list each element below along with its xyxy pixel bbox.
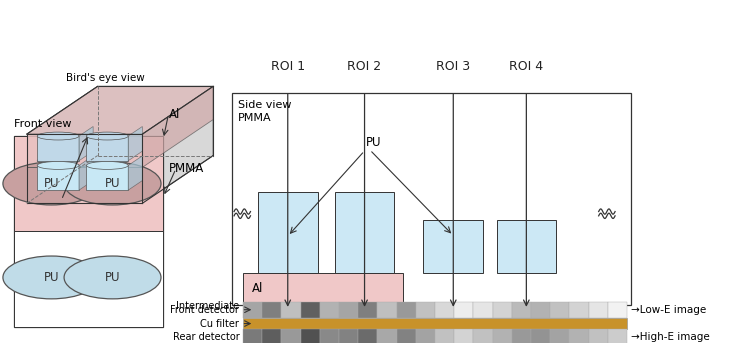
Bar (14, 136, 164, 231)
Bar (258, 192, 317, 272)
Polygon shape (79, 156, 93, 190)
Text: PMMA: PMMA (169, 162, 204, 175)
Ellipse shape (87, 162, 128, 169)
Bar (474, 302, 492, 318)
Bar (551, 330, 569, 343)
Text: PU: PU (105, 271, 120, 284)
Ellipse shape (87, 132, 128, 140)
Text: Side view: Side view (238, 99, 291, 109)
Bar (335, 192, 394, 272)
Bar (435, 302, 454, 318)
Text: ROI 1: ROI 1 (270, 60, 305, 73)
Bar (474, 330, 492, 343)
Text: Bird's eye view: Bird's eye view (66, 73, 145, 83)
Bar (531, 302, 551, 318)
Bar (37, 165, 79, 190)
Bar (359, 302, 377, 318)
Ellipse shape (37, 186, 79, 194)
Text: Al: Al (252, 283, 264, 295)
Bar (377, 330, 397, 343)
Bar (377, 302, 397, 318)
Bar (608, 330, 627, 343)
Bar (512, 302, 531, 318)
Text: ROI 4: ROI 4 (509, 60, 543, 73)
Bar (87, 136, 128, 161)
Polygon shape (128, 156, 143, 190)
Bar (397, 302, 416, 318)
Bar (339, 302, 359, 318)
Bar (497, 220, 557, 272)
Bar (551, 302, 569, 318)
Bar (37, 136, 79, 161)
Text: PU: PU (43, 271, 59, 284)
Ellipse shape (37, 157, 79, 165)
Text: Front detector: Front detector (170, 305, 239, 315)
Text: PU: PU (366, 136, 382, 149)
Text: ROI 2: ROI 2 (347, 60, 382, 73)
Bar (492, 302, 512, 318)
Polygon shape (27, 134, 143, 203)
Text: PU: PU (43, 177, 59, 190)
Bar (397, 330, 416, 343)
Bar (589, 302, 608, 318)
Ellipse shape (37, 132, 79, 140)
Text: Front view: Front view (14, 119, 72, 129)
Text: Al: Al (169, 108, 180, 121)
Bar (569, 330, 589, 343)
Ellipse shape (87, 157, 128, 165)
Bar (569, 302, 589, 318)
Polygon shape (27, 134, 143, 167)
Text: →Low-E image: →Low-E image (630, 305, 706, 315)
Bar (232, 93, 630, 306)
Bar (282, 330, 300, 343)
Bar (608, 302, 627, 318)
Bar (454, 302, 474, 318)
Bar (454, 330, 474, 343)
Ellipse shape (37, 162, 79, 169)
Bar (512, 330, 531, 343)
Bar (416, 330, 435, 343)
Bar (435, 330, 454, 343)
Polygon shape (79, 127, 93, 161)
Bar (87, 165, 128, 190)
Text: PMMA: PMMA (238, 113, 271, 123)
Bar (320, 302, 339, 318)
Bar (416, 302, 435, 318)
Bar (589, 330, 608, 343)
Bar (243, 272, 403, 306)
Polygon shape (128, 127, 143, 161)
Bar (320, 330, 339, 343)
Bar (243, 318, 627, 330)
Polygon shape (143, 86, 213, 167)
Bar (14, 136, 164, 327)
Polygon shape (143, 86, 213, 203)
Bar (243, 302, 262, 318)
Bar (14, 231, 164, 327)
Bar (262, 330, 282, 343)
Text: PU: PU (105, 177, 120, 190)
Bar (243, 330, 262, 343)
Bar (424, 220, 483, 272)
Ellipse shape (87, 186, 128, 194)
Bar (300, 330, 320, 343)
Polygon shape (27, 86, 213, 134)
Bar (359, 330, 377, 343)
Circle shape (64, 256, 161, 299)
Bar (282, 302, 300, 318)
Bar (492, 330, 512, 343)
Text: →High-E image: →High-E image (630, 332, 710, 342)
Text: ROI 3: ROI 3 (436, 60, 471, 73)
Circle shape (3, 256, 100, 299)
Bar (262, 302, 282, 318)
Bar (339, 330, 359, 343)
Bar (300, 302, 320, 318)
Bar (531, 330, 551, 343)
Text: Intermediate: Intermediate (176, 301, 239, 311)
Text: Cu filter: Cu filter (200, 319, 239, 329)
Circle shape (3, 162, 100, 205)
Text: Rear detector: Rear detector (173, 332, 239, 342)
Circle shape (64, 162, 161, 205)
Polygon shape (27, 86, 213, 134)
